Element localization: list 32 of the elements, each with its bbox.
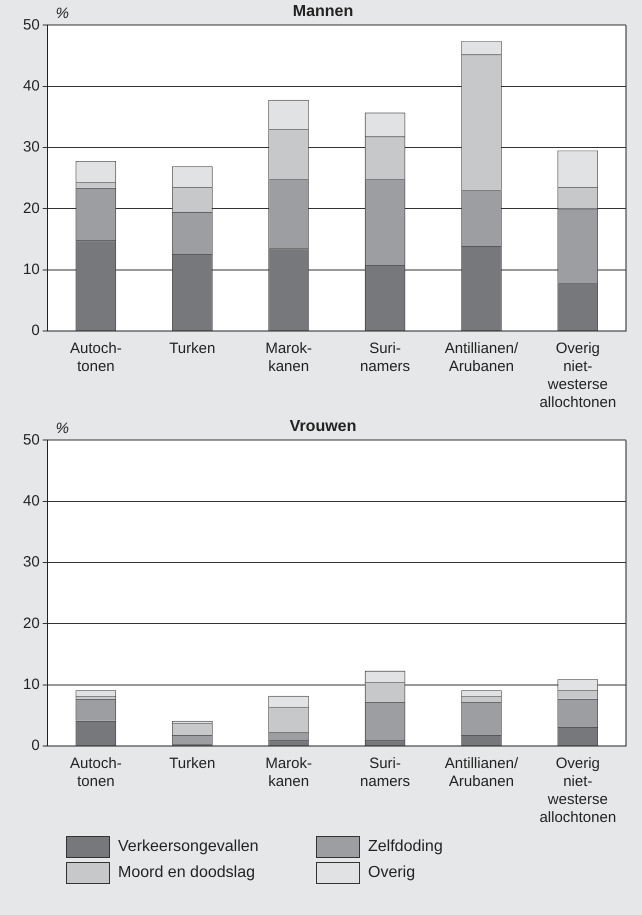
y-tick-label: 20 <box>22 200 40 217</box>
legend-label: Overig <box>368 864 416 882</box>
x-tick-label: Antillianen/ Arubanen <box>444 340 519 376</box>
x-tick-label: Overig niet- westerse allochtonen <box>539 755 616 826</box>
x-tick-label: Turken <box>169 755 216 772</box>
y-tick-label: 0 <box>31 737 40 754</box>
y-tick-label: 30 <box>22 138 40 156</box>
legend-label: Moord en doodslag <box>118 864 255 882</box>
y-tick-label: 50 <box>22 16 40 34</box>
legend-label: Zelfdoding <box>368 838 443 856</box>
y-tick-label: 30 <box>22 554 40 571</box>
x-tick-label: Suri- namers <box>360 340 410 376</box>
y-tick-label: 20 <box>22 614 40 632</box>
x-tick-label: Antillianen/ Arubanen <box>444 755 519 790</box>
y-axis-title: % <box>56 4 70 22</box>
y-axis-title: % <box>56 420 70 437</box>
x-tick-label: Suri- namers <box>360 755 410 790</box>
y-tick-label: 10 <box>22 676 40 693</box>
y-tick-label: 0 <box>31 322 40 340</box>
x-tick-label: Autoch- tonen <box>70 340 122 376</box>
chart-title: Mannen <box>292 3 354 20</box>
x-tick-label: Autoch- tonen <box>70 755 122 790</box>
x-tick-label: Turken <box>169 340 216 358</box>
y-tick-label: 40 <box>22 78 40 94</box>
y-tick-label: 40 <box>22 492 40 510</box>
x-tick-label: Marok- kanen <box>265 755 312 790</box>
x-tick-label: Marok- kanen <box>265 340 312 376</box>
x-tick-label: Overig niet- westerse allochtonen <box>539 340 616 412</box>
y-tick-label: 10 <box>22 260 40 278</box>
chart-title: Vrouwen <box>290 418 356 436</box>
y-tick-label: 50 <box>22 431 40 448</box>
legend-label: Verkeersongevallen <box>118 838 259 856</box>
